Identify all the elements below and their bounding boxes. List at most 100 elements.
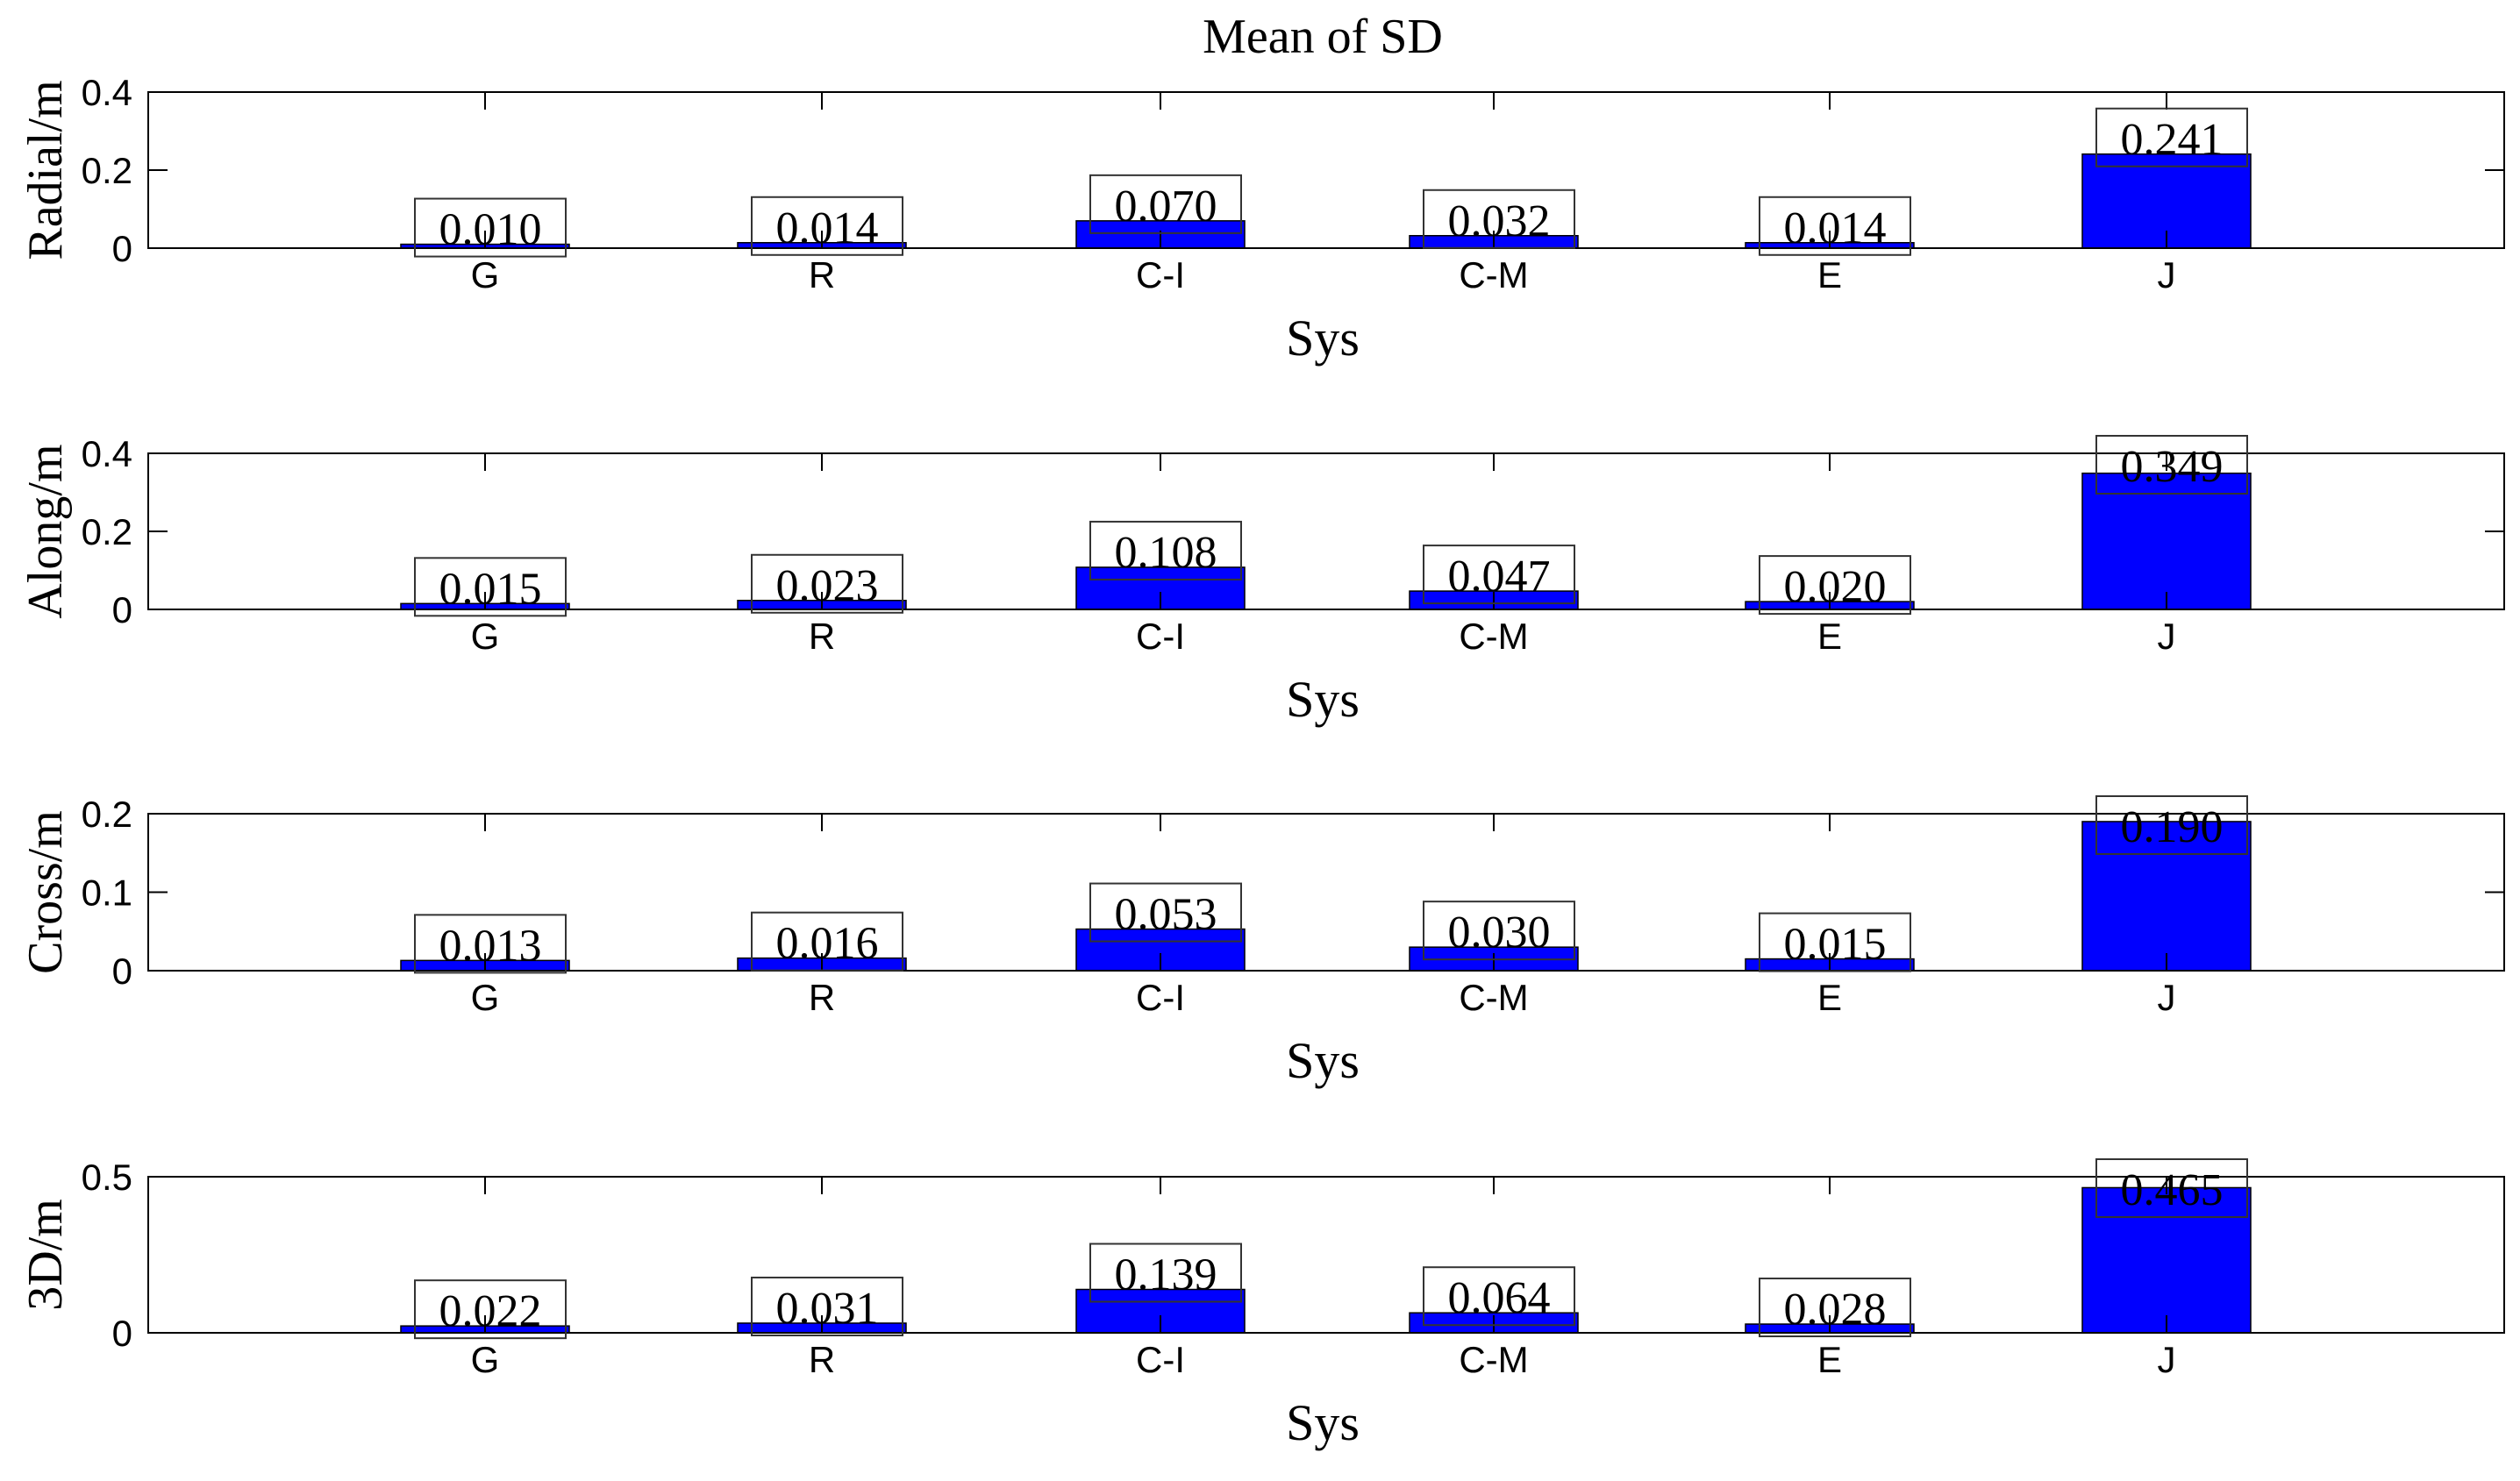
value-label-box	[751, 1276, 903, 1336]
value-label-c-m: 0.032	[1448, 196, 1551, 246]
value-label-c-i: 0.053	[1115, 890, 1217, 940]
x-tick-label: C-I	[1136, 616, 1185, 657]
value-label-box	[1759, 196, 1911, 256]
value-label-box	[751, 911, 903, 972]
y-tick-label: 0	[112, 1313, 132, 1354]
value-label-c-m: 0.030	[1448, 908, 1551, 958]
x-tick-label: R	[809, 977, 835, 1018]
x-axis-title: Sys	[1286, 310, 1360, 367]
bar-j	[2081, 1186, 2252, 1334]
x-tick-label: R	[809, 616, 835, 657]
value-label-box	[1759, 555, 1911, 616]
x-tick-label: C-M	[1459, 977, 1528, 1018]
subplot-1: 0 0.2 0.4 G R C-I C-M E J 0.010 0.014 0.070 0.032 0.0…	[18, 72, 2505, 367]
value-label-j: 0.190	[2121, 802, 2224, 852]
value-label-box	[414, 557, 567, 617]
y-tick-label: 0.2	[82, 150, 132, 191]
y-tick-label: 0.1	[82, 872, 132, 914]
value-label-g: 0.015	[439, 564, 542, 614]
value-label-box	[1089, 174, 1242, 234]
value-label-box	[1089, 520, 1242, 580]
y-axis-title: Along/m	[18, 444, 73, 618]
x-tick-label: C-M	[1459, 1339, 1528, 1380]
y-tick-label: 0.4	[82, 72, 132, 113]
value-label-box	[1423, 545, 1575, 605]
axes-box	[147, 1176, 2505, 1334]
y-tick-label: 0.5	[82, 1157, 132, 1198]
x-tick-label: C-I	[1136, 977, 1185, 1018]
x-tick-label: C-M	[1459, 254, 1528, 295]
x-tick-label: G	[471, 977, 500, 1018]
value-label-box	[414, 197, 567, 258]
value-label-box	[414, 914, 567, 974]
x-tick-label: R	[809, 254, 835, 295]
value-label-r: 0.031	[776, 1284, 879, 1334]
subplot-2: 0 0.2 0.4 G R C-I C-M E J 0.015 0.023 0.108 0.047 0.0…	[18, 433, 2505, 728]
x-tick-label: J	[2158, 254, 2176, 295]
value-label-r: 0.023	[776, 561, 879, 611]
y-tick-label: 0	[112, 951, 132, 992]
value-label-e: 0.014	[1784, 203, 1887, 253]
x-tick-label: E	[1817, 1339, 1842, 1380]
value-label-g: 0.022	[439, 1286, 542, 1336]
value-label-box	[1089, 1242, 1242, 1303]
y-tick-label: 0	[112, 589, 132, 630]
x-tick-label: G	[471, 616, 500, 657]
value-label-box	[751, 196, 903, 256]
value-label-box	[1423, 901, 1575, 961]
x-tick-label: J	[2158, 616, 2176, 657]
y-tick-label: 0.2	[82, 794, 132, 835]
x-tick-label: E	[1817, 977, 1842, 1018]
x-tick-label: G	[471, 254, 500, 295]
value-label-r: 0.016	[776, 919, 879, 969]
figure-title: Mean of SD	[1203, 10, 1443, 64]
value-label-c-m: 0.047	[1448, 552, 1551, 602]
y-axis-title: Radial/m	[18, 80, 73, 260]
x-tick-label: J	[2158, 977, 2176, 1018]
x-tick-label: G	[471, 1339, 500, 1380]
x-axis-title: Sys	[1286, 1032, 1360, 1089]
value-label-j: 0.349	[2121, 442, 2224, 492]
value-label-r: 0.014	[776, 203, 879, 253]
x-tick-label: C-I	[1136, 1339, 1185, 1380]
x-tick-label: C-M	[1459, 616, 1528, 657]
value-label-box	[1759, 1278, 1911, 1338]
value-label-g: 0.013	[439, 921, 542, 971]
value-label-box	[414, 1279, 567, 1340]
value-label-c-i: 0.108	[1115, 528, 1217, 578]
value-label-j: 0.465	[2121, 1165, 2224, 1215]
x-tick-label: E	[1817, 254, 1842, 295]
value-label-box	[1759, 912, 1911, 972]
x-tick-label: C-I	[1136, 254, 1185, 295]
value-label-g: 0.010	[439, 205, 542, 255]
value-label-c-i: 0.070	[1115, 182, 1217, 231]
x-axis-title: Sys	[1286, 671, 1360, 728]
value-label-box	[1423, 189, 1575, 249]
x-tick-label: R	[809, 1339, 835, 1380]
value-label-box	[1423, 1266, 1575, 1327]
x-tick-label: E	[1817, 616, 1842, 657]
bar-j	[2081, 472, 2252, 610]
y-axis-title: Cross/m	[18, 810, 73, 974]
subplot-4: 0 0.5 G R C-I C-M E J 0.022 0.031 0.139 0.064 0.028 0…	[18, 1157, 2505, 1451]
y-axis-title: 3D/m	[18, 1199, 73, 1311]
x-axis-title: Sys	[1286, 1394, 1360, 1451]
value-label-c-i: 0.139	[1115, 1250, 1217, 1300]
x-tick-label: J	[2158, 1339, 2176, 1380]
value-label-box	[751, 553, 903, 614]
value-label-box	[2095, 435, 2248, 495]
bar-j	[2081, 821, 2252, 972]
value-label-c-m: 0.064	[1448, 1273, 1551, 1323]
y-tick-label: 0.2	[82, 511, 132, 552]
value-label-box	[2095, 1158, 2248, 1218]
value-label-box	[2095, 107, 2248, 167]
y-tick-label: 0	[112, 228, 132, 269]
value-label-box	[1089, 882, 1242, 943]
value-label-e: 0.028	[1784, 1285, 1887, 1335]
value-label-box	[2095, 795, 2248, 855]
value-label-j: 0.241	[2121, 115, 2224, 165]
y-tick-label: 0.4	[82, 433, 132, 474]
value-label-e: 0.020	[1784, 562, 1887, 612]
